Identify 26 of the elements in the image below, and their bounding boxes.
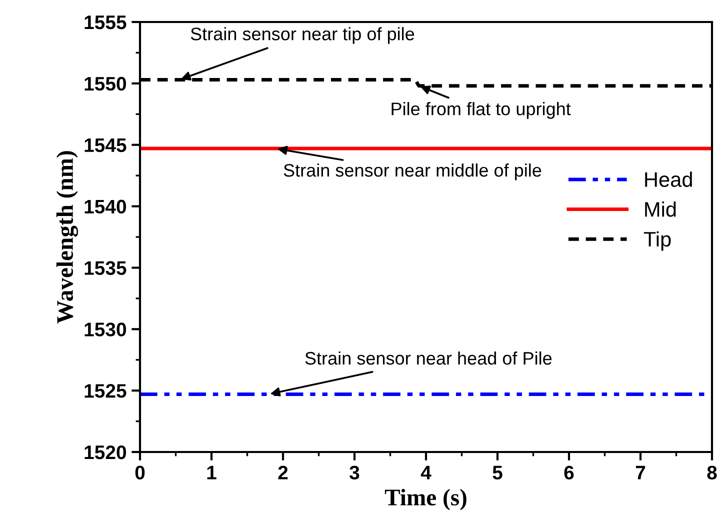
- x-axis-title: Time (s): [384, 488, 466, 510]
- y-tick-label: 1535: [84, 261, 126, 275]
- legend-label: Mid: [645, 201, 676, 217]
- annotation: Strain sensor near middle of pile: [284, 163, 542, 180]
- x-tick-label: 0: [135, 466, 145, 480]
- x-tick-label: 4: [420, 466, 432, 480]
- legend-label: Head: [645, 172, 692, 187]
- y-tick-label: 1555: [84, 16, 126, 30]
- x-tick-label: 7: [636, 466, 646, 480]
- x-tick-label: 6: [564, 466, 574, 480]
- y-tick-label: 1530: [84, 322, 126, 336]
- x-tick-label: 3: [350, 466, 360, 480]
- annotation: Strain sensor near head of Pile: [305, 351, 552, 365]
- y-tick-label: 1540: [84, 200, 126, 214]
- x-tick-label: 8: [707, 466, 717, 480]
- x-tick-label: 5: [492, 466, 502, 480]
- annotation: Pile from flat to upright: [392, 102, 571, 119]
- annotation: Strain sensor near tip of pile: [190, 27, 414, 44]
- y-tick-label: 1550: [84, 76, 126, 91]
- y-tick-label: 1525: [84, 384, 126, 398]
- y-tick-label: 1545: [84, 138, 126, 152]
- x-tick-label: 2: [278, 466, 288, 480]
- x-tick-label: 1: [207, 466, 216, 480]
- y-axis-title: Wavelength (nm): [56, 151, 78, 324]
- y-tick-label: 1520: [84, 445, 126, 460]
- legend-label: Tip: [644, 231, 671, 251]
